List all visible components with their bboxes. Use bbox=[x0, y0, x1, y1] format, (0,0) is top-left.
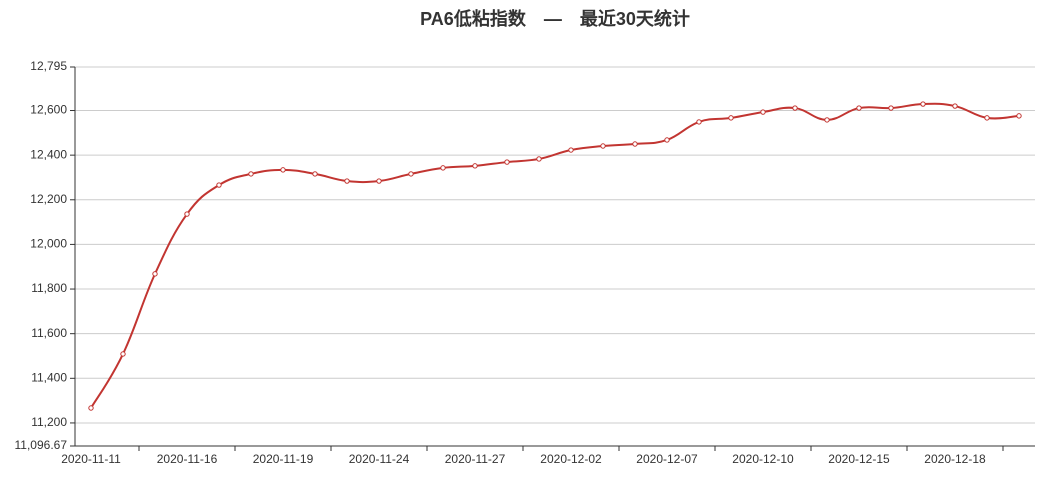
point bbox=[504, 159, 510, 165]
point bbox=[856, 105, 862, 111]
x-tick-label: 2020-12-10 bbox=[732, 452, 794, 466]
point bbox=[664, 137, 670, 143]
y-tick-label: 12,200 bbox=[30, 192, 67, 206]
point bbox=[632, 141, 638, 147]
point bbox=[760, 109, 766, 115]
point bbox=[536, 156, 542, 162]
point bbox=[184, 211, 190, 217]
x-tick-label: 2020-11-24 bbox=[349, 452, 410, 466]
x-tick-label: 2020-11-16 bbox=[157, 452, 218, 466]
x-tick-label: 2020-11-27 bbox=[445, 452, 506, 466]
point bbox=[408, 171, 414, 177]
chart-title: PA6低粘指数 — 最近30天统计 bbox=[420, 8, 690, 29]
point bbox=[920, 101, 926, 107]
line bbox=[90, 102, 1020, 409]
y-tick-label: 12,600 bbox=[30, 103, 67, 117]
point bbox=[984, 115, 990, 121]
point bbox=[344, 178, 350, 184]
point bbox=[280, 167, 286, 173]
point bbox=[728, 115, 734, 121]
point bbox=[376, 178, 382, 184]
point bbox=[792, 105, 798, 111]
point bbox=[88, 405, 94, 411]
x-tick-label: 2020-12-18 bbox=[924, 452, 986, 466]
x-tick-label: 2020-12-07 bbox=[636, 452, 698, 466]
point bbox=[152, 271, 158, 277]
x-tick-label: 2020-12-02 bbox=[540, 452, 602, 466]
point bbox=[216, 182, 222, 188]
point bbox=[696, 119, 702, 125]
y-tick-label: 11,800 bbox=[31, 281, 67, 295]
y-tick-label: 11,400 bbox=[31, 370, 67, 384]
point bbox=[312, 171, 318, 177]
point bbox=[472, 163, 478, 169]
point bbox=[952, 103, 958, 109]
point bbox=[600, 143, 606, 149]
point bbox=[568, 147, 574, 153]
y-tick-label: 11,600 bbox=[31, 326, 67, 340]
x-tick-label: 2020-11-19 bbox=[253, 452, 314, 466]
x-tick-label: 2020-11-11 bbox=[61, 452, 121, 466]
y-tick-label: 11,200 bbox=[31, 415, 67, 429]
y-tick-label: 12,400 bbox=[30, 147, 67, 161]
y-tick-label: 11,096.67 bbox=[15, 438, 68, 452]
point bbox=[248, 171, 254, 177]
point bbox=[1016, 113, 1022, 119]
y-tick-label: 12,000 bbox=[30, 237, 67, 251]
x-tick-label: 2020-12-15 bbox=[828, 452, 890, 466]
point bbox=[120, 351, 126, 357]
point bbox=[888, 105, 894, 111]
point bbox=[824, 117, 830, 123]
y-tick-label: 12,795 bbox=[30, 59, 67, 73]
point bbox=[440, 165, 446, 171]
